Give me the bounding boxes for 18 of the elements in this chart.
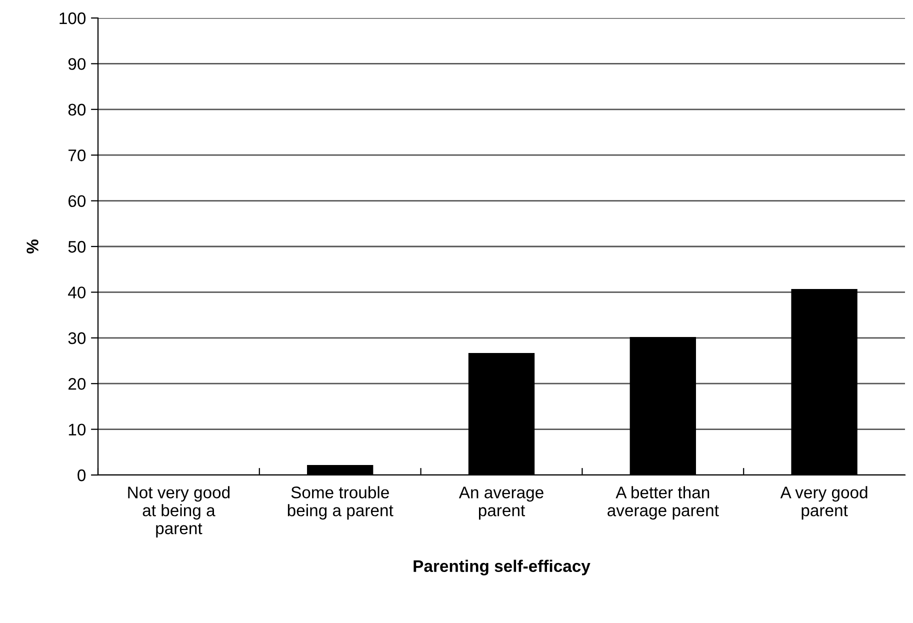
x-axis-title: Parenting self-efficacy	[414, 560, 590, 576]
y-tick-label: 80	[68, 104, 86, 116]
y-tick-label: 100	[60, 12, 86, 24]
y-tick-label: 90	[68, 58, 86, 70]
y-tick-label: 40	[68, 286, 86, 298]
x-tick-label: A very good parent	[780, 486, 868, 520]
y-tick-label: 60	[68, 195, 86, 208]
x-tick-label: Not very good at being a parent	[128, 486, 230, 538]
y-tick-label: 50	[68, 240, 86, 253]
x-tick-label: An average parent	[458, 486, 544, 520]
y-tick-label: 30	[68, 332, 86, 344]
y-tick-label: 10	[68, 424, 86, 436]
y-tick-label: 70	[68, 150, 86, 162]
y-axis-title: %	[26, 240, 38, 254]
y-tick-label: 0	[78, 469, 86, 482]
x-tick-label: A better than average parent	[608, 486, 719, 520]
x-tick-label: Some trouble being a parent	[288, 486, 394, 520]
y-tick-label: 20	[68, 378, 86, 390]
